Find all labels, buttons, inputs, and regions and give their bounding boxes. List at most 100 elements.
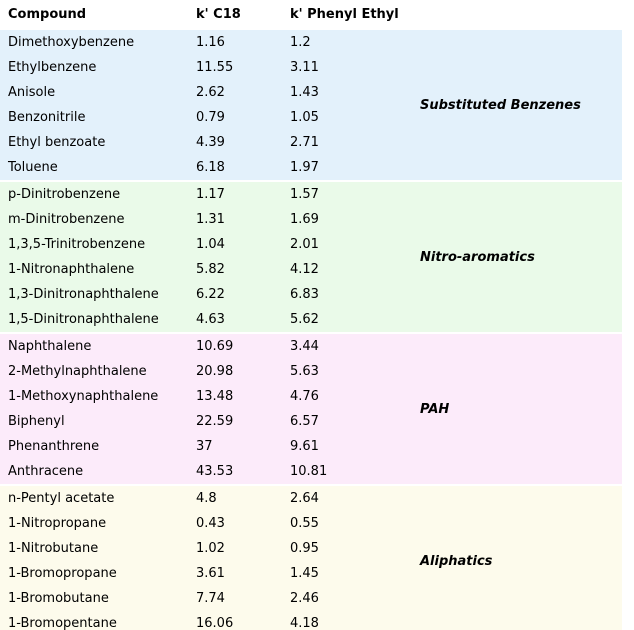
group-label: Substituted Benzenes bbox=[420, 97, 581, 113]
compound-cell: 1-Nitropropane bbox=[8, 516, 107, 531]
table-row: p-Dinitrobenzene 1.17 1.57 Nitro-aromati… bbox=[0, 181, 622, 265]
table-row: 1,3-Dinitronaphthalene 6.22 6.83 bbox=[0, 282, 622, 307]
table-row: 2-Methylnaphthalene 20.98 5.63 bbox=[0, 359, 622, 384]
k-phenyl-ethyl-cell: 2.01 bbox=[290, 237, 319, 252]
k-c18-cell: 1.02 bbox=[196, 541, 225, 556]
group-label: Nitro-aromatics bbox=[420, 249, 535, 265]
k-c18-cell: 4.39 bbox=[196, 135, 225, 150]
table-row: 1-Bromopropane 3.61 1.45 bbox=[0, 561, 622, 586]
k-phenyl-ethyl-cell: 4.18 bbox=[290, 616, 319, 630]
table-row: 1-Bromobutane 7.74 2.46 bbox=[0, 586, 622, 611]
header-group-spacer bbox=[390, 0, 622, 29]
compound-cell: 1,5-Dinitronaphthalene bbox=[8, 312, 159, 327]
table-row: Phenanthrene 37 9.61 bbox=[0, 434, 622, 459]
k-c18-cell: 1.17 bbox=[196, 187, 225, 202]
k-phenyl-ethyl-cell: 5.63 bbox=[290, 364, 319, 379]
compound-cell: Benzonitrile bbox=[8, 110, 86, 125]
compound-cell: 1-Bromobutane bbox=[8, 591, 109, 606]
compound-cell: n-Pentyl acetate bbox=[8, 491, 115, 506]
compound-cell: Anisole bbox=[8, 85, 56, 100]
k-phenyl-ethyl-cell: 3.11 bbox=[290, 60, 319, 75]
table-row: Ethylbenzene 11.55 3.11 bbox=[0, 55, 622, 80]
table-row: Toluene 6.18 1.97 bbox=[0, 155, 622, 181]
table-header: Compound k' C18 k' Phenyl Ethyl bbox=[0, 0, 622, 29]
compound-cell: Toluene bbox=[8, 160, 58, 175]
group-nitro-aromatics: p-Dinitrobenzene 1.17 1.57 Nitro-aromati… bbox=[0, 181, 622, 333]
table-row: 1-Nitrobutane 1.02 0.95 bbox=[0, 536, 622, 561]
k-c18-cell: 7.74 bbox=[196, 591, 225, 606]
k-c18-cell: 20.98 bbox=[196, 364, 234, 379]
k-c18-cell: 2.62 bbox=[196, 85, 225, 100]
table-row: Anisole 2.62 1.43 bbox=[0, 80, 622, 105]
k-c18-cell: 4.8 bbox=[196, 491, 217, 506]
table-row: Dimethoxybenzene 1.16 1.2 Substituted Be… bbox=[0, 29, 622, 113]
table-row: Biphenyl 22.59 6.57 bbox=[0, 409, 622, 434]
header-k-c18: k' C18 bbox=[196, 0, 290, 29]
compound-cell: p-Dinitrobenzene bbox=[8, 187, 121, 202]
compound-cell: Ethylbenzene bbox=[8, 60, 97, 75]
table-row: Benzonitrile 0.79 1.05 bbox=[0, 105, 622, 130]
k-c18-cell: 43.53 bbox=[196, 464, 234, 479]
k-phenyl-ethyl-cell: 1.45 bbox=[290, 566, 319, 581]
k-phenyl-ethyl-cell: 3.44 bbox=[290, 339, 319, 354]
table-row: Naphthalene 10.69 3.44 PAH bbox=[0, 333, 622, 417]
group-aliphatics: n-Pentyl acetate 4.8 2.64 Aliphatics 1-N… bbox=[0, 485, 622, 630]
table-row: 1-Methoxynaphthalene 13.48 4.76 bbox=[0, 384, 622, 409]
header-compound: Compound bbox=[0, 0, 196, 29]
compound-cell: Anthracene bbox=[8, 464, 84, 479]
k-c18-cell: 1.16 bbox=[196, 35, 225, 50]
group-label: PAH bbox=[420, 401, 450, 417]
k-phenyl-ethyl-cell: 1.05 bbox=[290, 110, 319, 125]
compound-cell: Naphthalene bbox=[8, 339, 92, 354]
k-c18-cell: 0.43 bbox=[196, 516, 225, 531]
compound-cell: 1-Nitrobutane bbox=[8, 541, 99, 556]
compound-cell: 1-Bromopentane bbox=[8, 616, 117, 630]
compound-cell: 1-Bromopropane bbox=[8, 566, 117, 581]
k-phenyl-ethyl-cell: 5.62 bbox=[290, 312, 319, 327]
compound-cell: 2-Methylnaphthalene bbox=[8, 364, 147, 379]
k-c18-cell: 11.55 bbox=[196, 60, 234, 75]
k-phenyl-ethyl-cell: 6.57 bbox=[290, 414, 319, 429]
k-c18-cell: 13.48 bbox=[196, 389, 234, 404]
k-c18-cell: 0.79 bbox=[196, 110, 225, 125]
k-phenyl-ethyl-cell: 2.71 bbox=[290, 135, 319, 150]
k-c18-cell: 10.69 bbox=[196, 339, 234, 354]
table-row: m-Dinitrobenzene 1.31 1.69 bbox=[0, 207, 622, 232]
k-c18-cell: 16.06 bbox=[196, 616, 234, 630]
k-phenyl-ethyl-cell: 1.57 bbox=[290, 187, 319, 202]
k-phenyl-ethyl-cell: 1.2 bbox=[290, 35, 311, 50]
table-row: 1-Bromopentane 16.06 4.18 bbox=[0, 611, 622, 630]
compound-cell: 1,3-Dinitronaphthalene bbox=[8, 287, 159, 302]
table-row: n-Pentyl acetate 4.8 2.64 Aliphatics bbox=[0, 485, 622, 569]
k-c18-cell: 3.61 bbox=[196, 566, 225, 581]
header-k-phenyl-ethyl: k' Phenyl Ethyl bbox=[290, 0, 399, 29]
k-phenyl-ethyl-cell: 1.69 bbox=[290, 212, 319, 227]
table-row: 1-Nitronaphthalene 5.82 4.12 bbox=[0, 257, 622, 282]
group-pah: Naphthalene 10.69 3.44 PAH 2-Methylnapht… bbox=[0, 333, 622, 485]
table-row: Ethyl benzoate 4.39 2.71 bbox=[0, 130, 622, 155]
table-row: Anthracene 43.53 10.81 bbox=[0, 459, 622, 485]
k-phenyl-ethyl-cell: 0.95 bbox=[290, 541, 319, 556]
k-c18-cell: 6.18 bbox=[196, 160, 225, 175]
compound-cell: Dimethoxybenzene bbox=[8, 35, 135, 50]
k-phenyl-ethyl-cell: 1.97 bbox=[290, 160, 319, 175]
k-c18-cell: 1.31 bbox=[196, 212, 225, 227]
k-c18-cell: 6.22 bbox=[196, 287, 225, 302]
compound-cell: Biphenyl bbox=[8, 414, 65, 429]
k-c18-cell: 22.59 bbox=[196, 414, 234, 429]
compound-cell: m-Dinitrobenzene bbox=[8, 212, 125, 227]
k-c18-cell: 4.63 bbox=[196, 312, 225, 327]
header-row: Compound k' C18 k' Phenyl Ethyl bbox=[0, 0, 622, 29]
k-c18-cell: 5.82 bbox=[196, 262, 225, 277]
k-c18-cell: 37 bbox=[196, 439, 213, 454]
k-phenyl-ethyl-cell: 2.46 bbox=[290, 591, 319, 606]
k-phenyl-ethyl-cell: 2.64 bbox=[290, 491, 319, 506]
table-row: 1,5-Dinitronaphthalene 4.63 5.62 bbox=[0, 307, 622, 333]
compound-cell: 1-Nitronaphthalene bbox=[8, 262, 135, 277]
k-phenyl-ethyl-cell: 4.76 bbox=[290, 389, 319, 404]
table-row: 1-Nitropropane 0.43 0.55 bbox=[0, 511, 622, 536]
k-phenyl-ethyl-cell: 9.61 bbox=[290, 439, 319, 454]
table-row: 1,3,5-Trinitrobenzene 1.04 2.01 bbox=[0, 232, 622, 257]
k-phenyl-ethyl-cell: 6.83 bbox=[290, 287, 319, 302]
